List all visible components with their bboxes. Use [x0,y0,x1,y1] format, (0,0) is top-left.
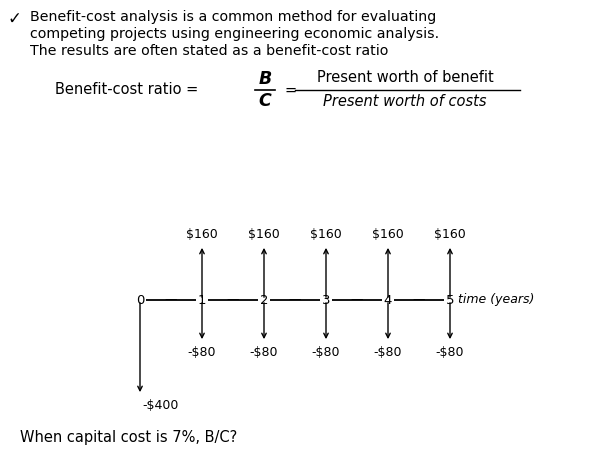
Text: competing projects using engineering economic analysis.: competing projects using engineering eco… [30,27,439,41]
Text: —: — [227,294,239,306]
Text: $160: $160 [310,228,342,241]
Text: C: C [259,92,271,110]
Text: -$80: -$80 [374,346,402,359]
Text: time (years): time (years) [458,294,534,306]
Text: -$400: -$400 [142,399,178,412]
Text: 4: 4 [384,294,392,306]
Text: —: — [165,294,177,306]
Text: $160: $160 [434,228,466,241]
Text: $160: $160 [248,228,280,241]
Text: 3: 3 [322,294,330,306]
Text: ✓: ✓ [8,10,22,28]
Text: -$80: -$80 [436,346,464,359]
Text: 2: 2 [260,294,268,306]
Text: The results are often stated as a benefit-cost ratio: The results are often stated as a benefi… [30,44,388,58]
Text: —: — [351,294,363,306]
Text: 0: 0 [136,294,144,306]
Text: —: — [413,294,425,306]
Text: Present worth of costs: Present worth of costs [323,94,487,109]
Text: When capital cost is 7%, B/C?: When capital cost is 7%, B/C? [20,430,238,445]
Text: 5: 5 [446,294,454,306]
Text: Benefit-cost ratio =: Benefit-cost ratio = [55,82,203,98]
Text: 1: 1 [198,294,206,306]
Text: -$80: -$80 [311,346,340,359]
Text: -$80: -$80 [250,346,278,359]
Text: —: — [288,294,301,306]
Text: B: B [258,70,271,88]
Text: $160: $160 [372,228,404,241]
Text: $160: $160 [186,228,218,241]
Text: Present worth of benefit: Present worth of benefit [316,71,493,86]
Text: =: = [285,82,297,98]
Text: -$80: -$80 [188,346,216,359]
Text: Benefit-cost analysis is a common method for evaluating: Benefit-cost analysis is a common method… [30,10,436,24]
